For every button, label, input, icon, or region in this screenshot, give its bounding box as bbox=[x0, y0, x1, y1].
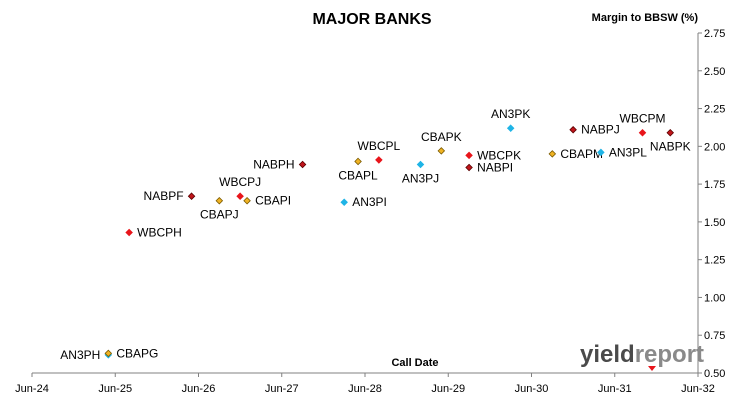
point-label-wbcpj: WBCPJ bbox=[219, 175, 261, 189]
point-label-nabpk: NABPK bbox=[650, 140, 691, 154]
data-point-nabpi bbox=[465, 163, 473, 172]
x-tick-label: Jun-27 bbox=[265, 383, 299, 395]
point-label-an3pi: AN3PI bbox=[352, 195, 387, 209]
y-tick-label: 1.00 bbox=[704, 292, 725, 304]
data-point-wbcpk bbox=[465, 151, 473, 160]
point-label-nabpf: NABPF bbox=[144, 189, 184, 203]
yieldreport-logo: yieldreport bbox=[580, 341, 704, 371]
point-label-wbcpm: WBCPM bbox=[620, 112, 666, 126]
point-label-nabph: NABPH bbox=[253, 157, 294, 171]
data-point-nabpf bbox=[187, 192, 196, 200]
point-label-nabpj: NABPJ bbox=[581, 123, 620, 137]
y-tick-label: 0.75 bbox=[704, 330, 725, 342]
point-label-an3pj: AN3PJ bbox=[402, 171, 439, 185]
data-point-cbapi bbox=[243, 196, 251, 205]
data-point-wbcpj bbox=[236, 192, 244, 200]
chart-title: MAJOR BANKS bbox=[312, 11, 431, 28]
x-axis-title: Call Date bbox=[391, 357, 438, 369]
data-point-cbapk bbox=[437, 147, 446, 155]
logo-yield: yield bbox=[580, 341, 635, 368]
x-tick-label: Jun-25 bbox=[98, 383, 132, 395]
point-label-cbapi: CBAPI bbox=[255, 194, 291, 208]
point-label-cbapg: CBAPG bbox=[116, 346, 158, 360]
point-label-cbapl: CBAPL bbox=[338, 168, 378, 182]
data-point-an3pi bbox=[340, 198, 348, 207]
data-point-cbapl bbox=[354, 157, 362, 166]
data-point-cbapm bbox=[548, 150, 557, 158]
x-ticks: Jun-24 Jun-25 Jun-26 Jun-27 Jun-28 Jun-29 Jun-… bbox=[15, 373, 715, 395]
y-tick-label: 0.50 bbox=[704, 368, 725, 380]
point-label-cbapk: CBAPK bbox=[421, 130, 462, 144]
data-point-wbcph bbox=[125, 228, 133, 237]
logo-text: yieldreport bbox=[580, 341, 704, 368]
point-label-cbapj: CBAPJ bbox=[200, 208, 239, 222]
point-label-wbcph: WBCPH bbox=[137, 225, 182, 239]
x-tick-label: Jun-24 bbox=[15, 383, 49, 395]
x-tick-label: Jun-30 bbox=[515, 383, 549, 395]
y-tick-label: 1.25 bbox=[704, 255, 725, 267]
point-label-cbapm: CBAPM bbox=[560, 147, 603, 161]
y-tick-label: 2.00 bbox=[704, 141, 725, 153]
point-label-an3pk: AN3PK bbox=[491, 107, 530, 121]
point-label-an3ph: AN3PH bbox=[60, 348, 100, 362]
data-points: AN3PH CBAPG WBCPH NABPF CBAPJ WBCPJ CBAPI NABPH… bbox=[60, 107, 690, 362]
x-tick-label: Jun-28 bbox=[348, 383, 382, 395]
data-point-nabph bbox=[298, 160, 307, 169]
y-tick-label: 1.50 bbox=[704, 217, 725, 229]
point-label-nabpi: NABPI bbox=[477, 160, 513, 174]
logo-tick-icon bbox=[648, 366, 656, 371]
data-point-nabpk bbox=[666, 128, 675, 137]
data-point-nabpj bbox=[569, 125, 577, 134]
y-tick-label: 1.75 bbox=[704, 179, 725, 191]
data-point-an3pl bbox=[597, 148, 605, 157]
data-point-wbcpm bbox=[638, 128, 647, 137]
y-tick-label: 2.50 bbox=[704, 66, 725, 78]
data-point-an3pk bbox=[506, 124, 515, 132]
y-ticks: 0.50 0.75 1.00 1.25 1.50 1.75 2.00 2.25 2.50 2.75 bbox=[698, 28, 725, 380]
y-axis-title: Margin to BBSW (%) bbox=[592, 12, 699, 24]
point-label-wbcpl: WBCPL bbox=[358, 139, 401, 153]
data-point-cbapg bbox=[104, 349, 113, 358]
data-point-wbcpl bbox=[375, 156, 383, 164]
point-label-an3pl: AN3PL bbox=[609, 145, 647, 159]
y-tick-label: 2.25 bbox=[704, 104, 725, 116]
x-tick-label: Jun-29 bbox=[431, 383, 465, 395]
point-label-wbcpk: WBCPK bbox=[477, 148, 521, 162]
data-point-cbapj bbox=[215, 196, 224, 205]
x-tick-label: Jun-32 bbox=[681, 383, 715, 395]
y-tick-label: 2.75 bbox=[704, 28, 725, 40]
data-point-an3pj bbox=[416, 160, 425, 169]
x-tick-label: Jun-26 bbox=[182, 383, 216, 395]
logo-report: report bbox=[635, 341, 704, 368]
x-tick-label: Jun-31 bbox=[598, 383, 632, 395]
